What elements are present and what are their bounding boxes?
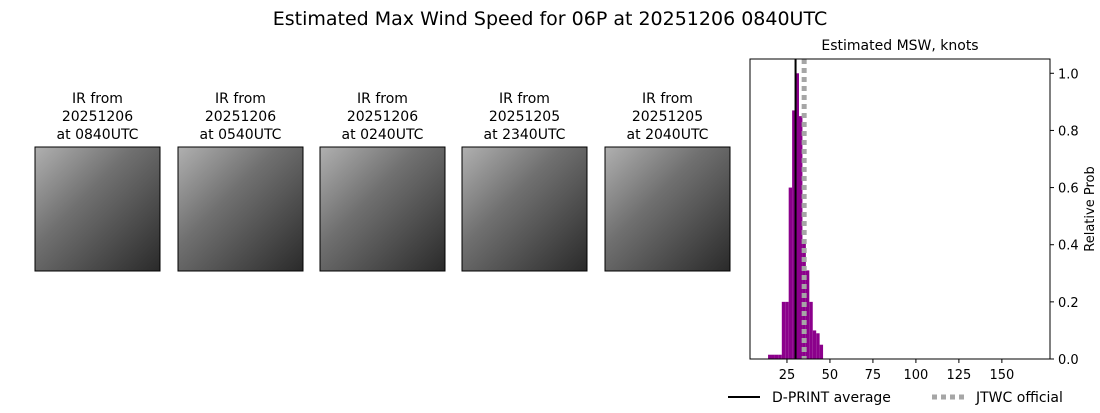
panel-title: IR from xyxy=(215,91,266,107)
ir-image xyxy=(34,146,161,272)
y-tick-label: 0.6 xyxy=(1058,182,1079,197)
y-tick-label: 0.8 xyxy=(1058,124,1079,139)
bar xyxy=(781,301,786,359)
panel-title: 20251206 xyxy=(347,109,418,125)
y-tick-label: 0.2 xyxy=(1058,296,1079,311)
plot-frame xyxy=(749,58,1051,360)
panel-title: IR from xyxy=(72,91,123,107)
y-tick-label: 0.0 xyxy=(1058,353,1079,368)
panel-title: 20251206 xyxy=(205,109,276,125)
bar xyxy=(812,330,817,359)
y-tick-label: 1.0 xyxy=(1058,67,1079,82)
panel-title: at 2340UTC xyxy=(484,127,566,143)
bar xyxy=(768,354,772,359)
bar xyxy=(774,354,779,359)
bar xyxy=(785,301,789,359)
panel-title: at 0540UTC xyxy=(200,127,282,143)
legend-label: JTWC official xyxy=(975,390,1063,406)
ir-image xyxy=(319,146,446,272)
panel-title: at 0840UTC xyxy=(57,127,139,143)
ir-image xyxy=(177,146,304,272)
panel-title: at 0240UTC xyxy=(342,127,424,143)
y-tick-label: 0.4 xyxy=(1058,239,1079,254)
panel-title: IR from xyxy=(642,91,693,107)
bar xyxy=(792,110,796,359)
x-tick-label: 100 xyxy=(903,368,928,383)
bar xyxy=(819,344,824,359)
ir-image xyxy=(461,146,588,272)
bar xyxy=(795,73,799,360)
panel-title: 20251205 xyxy=(489,109,560,125)
chart-title: Estimated MSW, knots xyxy=(821,38,978,54)
panel-title: 20251205 xyxy=(632,109,703,125)
x-tick-label: 125 xyxy=(946,368,971,383)
bar xyxy=(809,301,813,359)
panel-title: 20251206 xyxy=(62,109,133,125)
x-tick-label: 150 xyxy=(989,368,1014,383)
ir-image xyxy=(604,146,731,272)
bar xyxy=(788,187,793,359)
panel-title: IR from xyxy=(499,91,550,107)
x-tick-label: 75 xyxy=(865,368,882,383)
bar xyxy=(802,239,806,359)
bar xyxy=(798,116,803,360)
bar xyxy=(816,333,820,359)
bar xyxy=(771,354,775,359)
bar xyxy=(805,270,810,359)
panel-title: IR from xyxy=(357,91,408,107)
figure-title: Estimated Max Wind Speed for 06P at 2025… xyxy=(273,8,827,30)
panel-title: at 2040UTC xyxy=(627,127,709,143)
y-axis-label: Relative Prob xyxy=(1083,166,1098,251)
x-tick-label: 50 xyxy=(822,368,839,383)
x-tick-label: 25 xyxy=(779,368,796,383)
legend-label: D-PRINT average xyxy=(772,390,891,406)
bar xyxy=(778,354,782,359)
